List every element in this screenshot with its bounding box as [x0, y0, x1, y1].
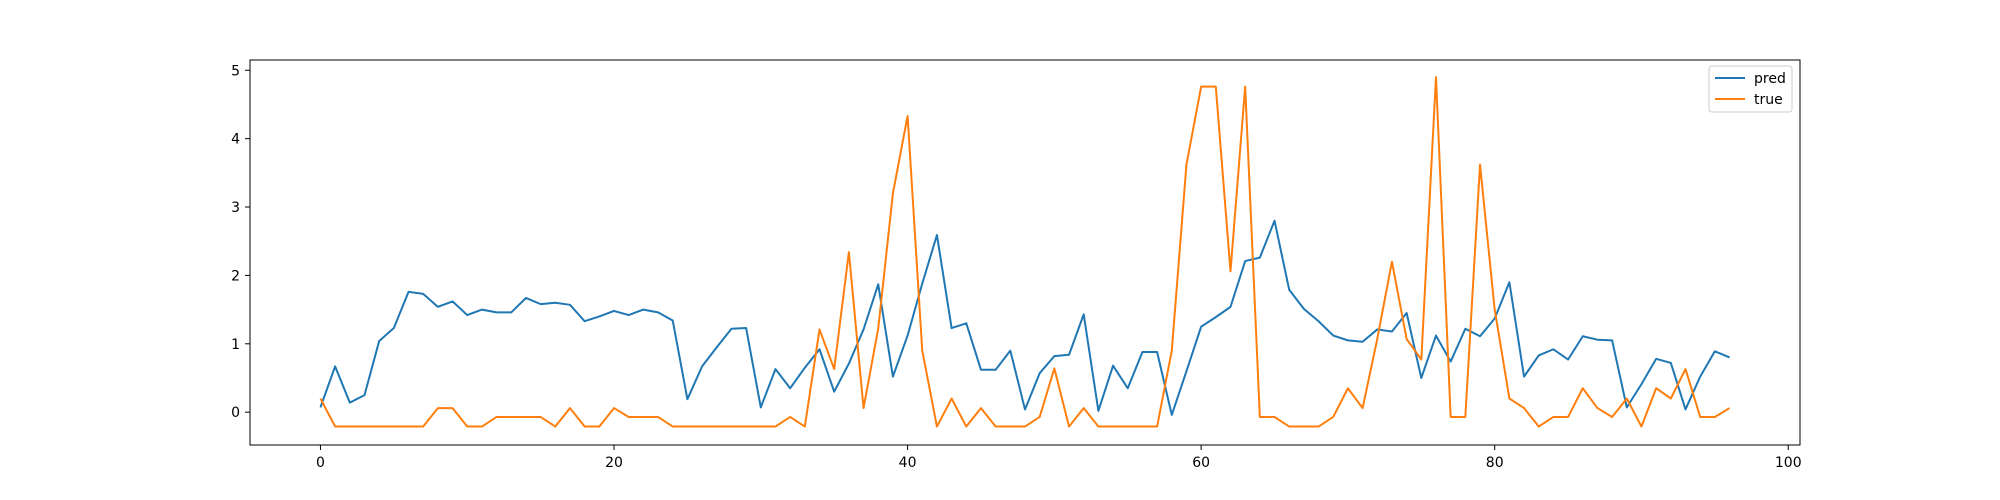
x-tick-label: 0: [316, 455, 325, 471]
y-tick-label: 3: [231, 200, 240, 216]
y-tick-label: 5: [231, 63, 240, 79]
series-layer: [319, 76, 1731, 428]
legend-label-pred: pred: [1754, 71, 1786, 87]
x-tick-label: 20: [605, 455, 623, 471]
legend: pred true: [1708, 65, 1793, 113]
plot-frame: [249, 59, 1801, 446]
x-tick-label: 80: [1486, 455, 1504, 471]
x-tick-label: 100: [1775, 455, 1802, 471]
y-axis: 0 1 2 3 4 5: [231, 63, 250, 421]
y-tick-label: 4: [231, 132, 240, 148]
y-tick-label: 0: [231, 405, 240, 421]
y-tick-label: 1: [231, 337, 240, 353]
x-tick-label: 60: [1192, 455, 1210, 471]
legend-label-true: true: [1754, 92, 1783, 108]
series-line-true: [319, 76, 1731, 428]
series-line-pred: [319, 219, 1730, 416]
y-tick-label: 2: [231, 268, 240, 284]
x-tick-label: 40: [899, 455, 917, 471]
x-axis: 0 20 40 60 80 100: [316, 445, 1802, 471]
